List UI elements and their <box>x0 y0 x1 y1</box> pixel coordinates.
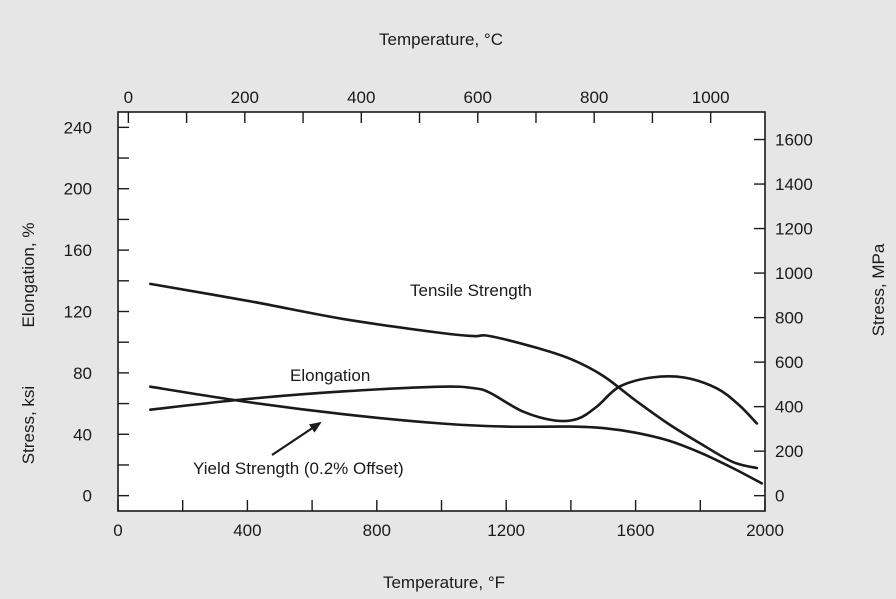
x-top-tick-label: 800 <box>580 88 608 107</box>
y-right-tick-label: 600 <box>775 353 803 372</box>
y-left-tick-label: 200 <box>64 180 92 199</box>
series-line-elongation <box>149 374 759 425</box>
y-right-tick-label: 1000 <box>775 264 813 283</box>
y-right-tick-label: 200 <box>775 442 803 461</box>
y-right-tick-label: 400 <box>775 398 803 417</box>
x-bottom-tick-label: 1600 <box>617 521 655 540</box>
y-right-tick-label: 1200 <box>775 220 813 239</box>
y-left-tick-label: 120 <box>64 303 92 322</box>
x-top-tick-label: 200 <box>231 88 259 107</box>
y-left-tick-label: 0 <box>83 487 92 506</box>
x-top-axis-title: Temperature, °C <box>379 30 503 49</box>
x-bottom-tick-label: 800 <box>363 521 391 540</box>
plot-frame <box>117 111 766 512</box>
x-bottom-tick-label: 0 <box>113 521 122 540</box>
y-left-tick-label: 160 <box>64 241 92 260</box>
y-left-axis-title-upper: Elongation, % <box>19 223 38 328</box>
tensile-strength-label: Tensile Strength <box>410 281 532 300</box>
y-left-axis-title-lower: Stress, ksi <box>19 386 38 464</box>
ticks <box>117 112 766 511</box>
series-line-yield-strength-0-2-offset <box>149 385 764 485</box>
y-right-tick-label: 1400 <box>775 175 813 194</box>
y-left-tick-label: 40 <box>73 425 92 444</box>
elongation-label: Elongation <box>290 366 370 385</box>
series-line-tensile-strength <box>149 282 759 470</box>
x-bottom-tick-label: 2000 <box>746 521 784 540</box>
x-bottom-tick-label: 1200 <box>487 521 525 540</box>
x-top-tick-label: 0 <box>124 88 133 107</box>
series <box>149 282 764 485</box>
yield-strength-label: Yield Strength (0.2% Offset) <box>193 459 404 478</box>
yield-strength-arrow <box>271 421 322 456</box>
y-right-tick-label: 0 <box>775 487 784 506</box>
y-right-axis-title: Stress, MPa <box>869 243 888 336</box>
y-left-tick-label: 240 <box>64 118 92 137</box>
x-bottom-tick-label: 400 <box>233 521 261 540</box>
x-bottom-axis-title: Temperature, °F <box>383 573 505 592</box>
x-top-tick-label: 400 <box>347 88 375 107</box>
y-left-tick-label: 80 <box>73 364 92 383</box>
x-top-tick-label: 600 <box>464 88 492 107</box>
y-right-tick-label: 800 <box>775 309 803 328</box>
x-top-tick-label: 1000 <box>692 88 730 107</box>
y-right-tick-label: 1600 <box>775 131 813 150</box>
